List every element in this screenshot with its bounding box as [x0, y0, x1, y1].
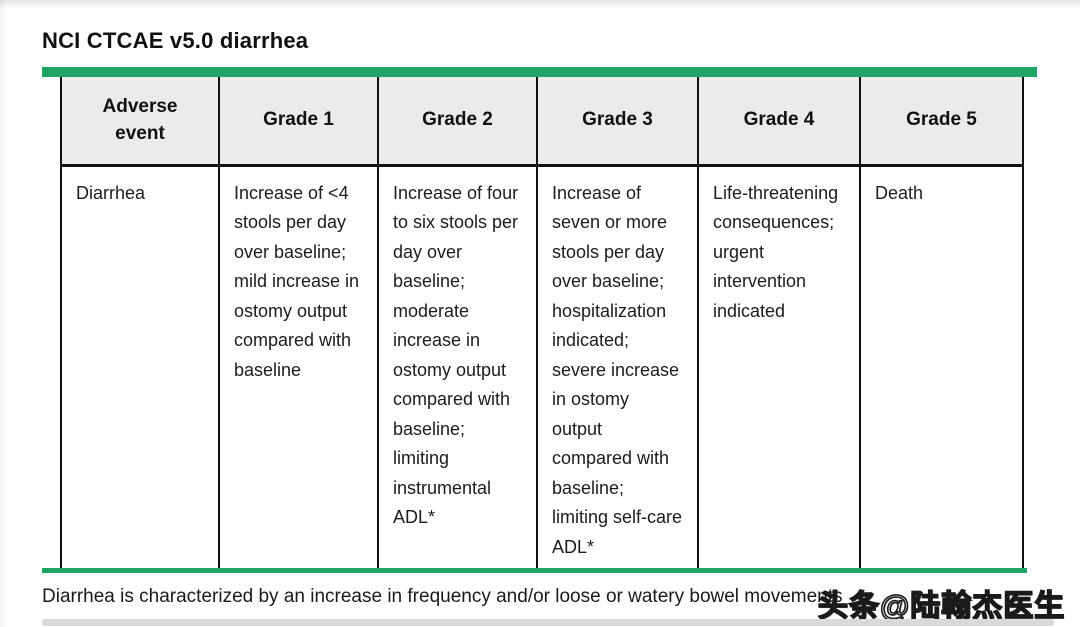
table-bottom-accent-bar [42, 568, 1027, 573]
cell-adverse-event: Diarrhea [60, 164, 220, 568]
table-header-row: Adverse event Grade 1 Grade 2 Grade 3 Gr… [60, 77, 1024, 167]
header-adverse-event-label: Adverse event [102, 95, 178, 145]
ctcae-grading-table: Adverse event Grade 1 Grade 2 Grade 3 Gr… [60, 77, 1024, 568]
bottom-gray-divider [42, 619, 1054, 626]
header-grade-2: Grade 2 [377, 77, 538, 167]
page-title: NCI CTCAE v5.0 diarrhea [42, 28, 309, 53]
header-adverse-event: Adverse event [60, 77, 220, 167]
header-grade-1: Grade 1 [218, 77, 379, 167]
cell-grade-4: Life-threatening consequences; urgent in… [697, 164, 861, 568]
top-edge-shadow [0, 0, 1080, 9]
footnote-text: Diarrhea is characterized by an increase… [42, 586, 843, 607]
cell-grade-3: Increase of seven or more stools per day… [536, 164, 699, 568]
header-grade-5: Grade 5 [859, 77, 1024, 167]
header-grade-4: Grade 4 [697, 77, 861, 167]
cell-grade-5: Death [859, 164, 1024, 568]
toutiao-watermark: 头条@陆翰杰医生 [817, 589, 1066, 624]
left-edge-shadow [0, 0, 7, 627]
cell-grade-2: Increase of four to six stools per day o… [377, 164, 538, 568]
cell-grade-1: Increase of <4 stools per day over basel… [218, 164, 379, 568]
table-top-accent-bar [42, 67, 1037, 77]
header-grade-3: Grade 3 [536, 77, 699, 167]
table-row-diarrhea: Diarrhea Increase of <4 stools per day o… [60, 164, 1024, 568]
